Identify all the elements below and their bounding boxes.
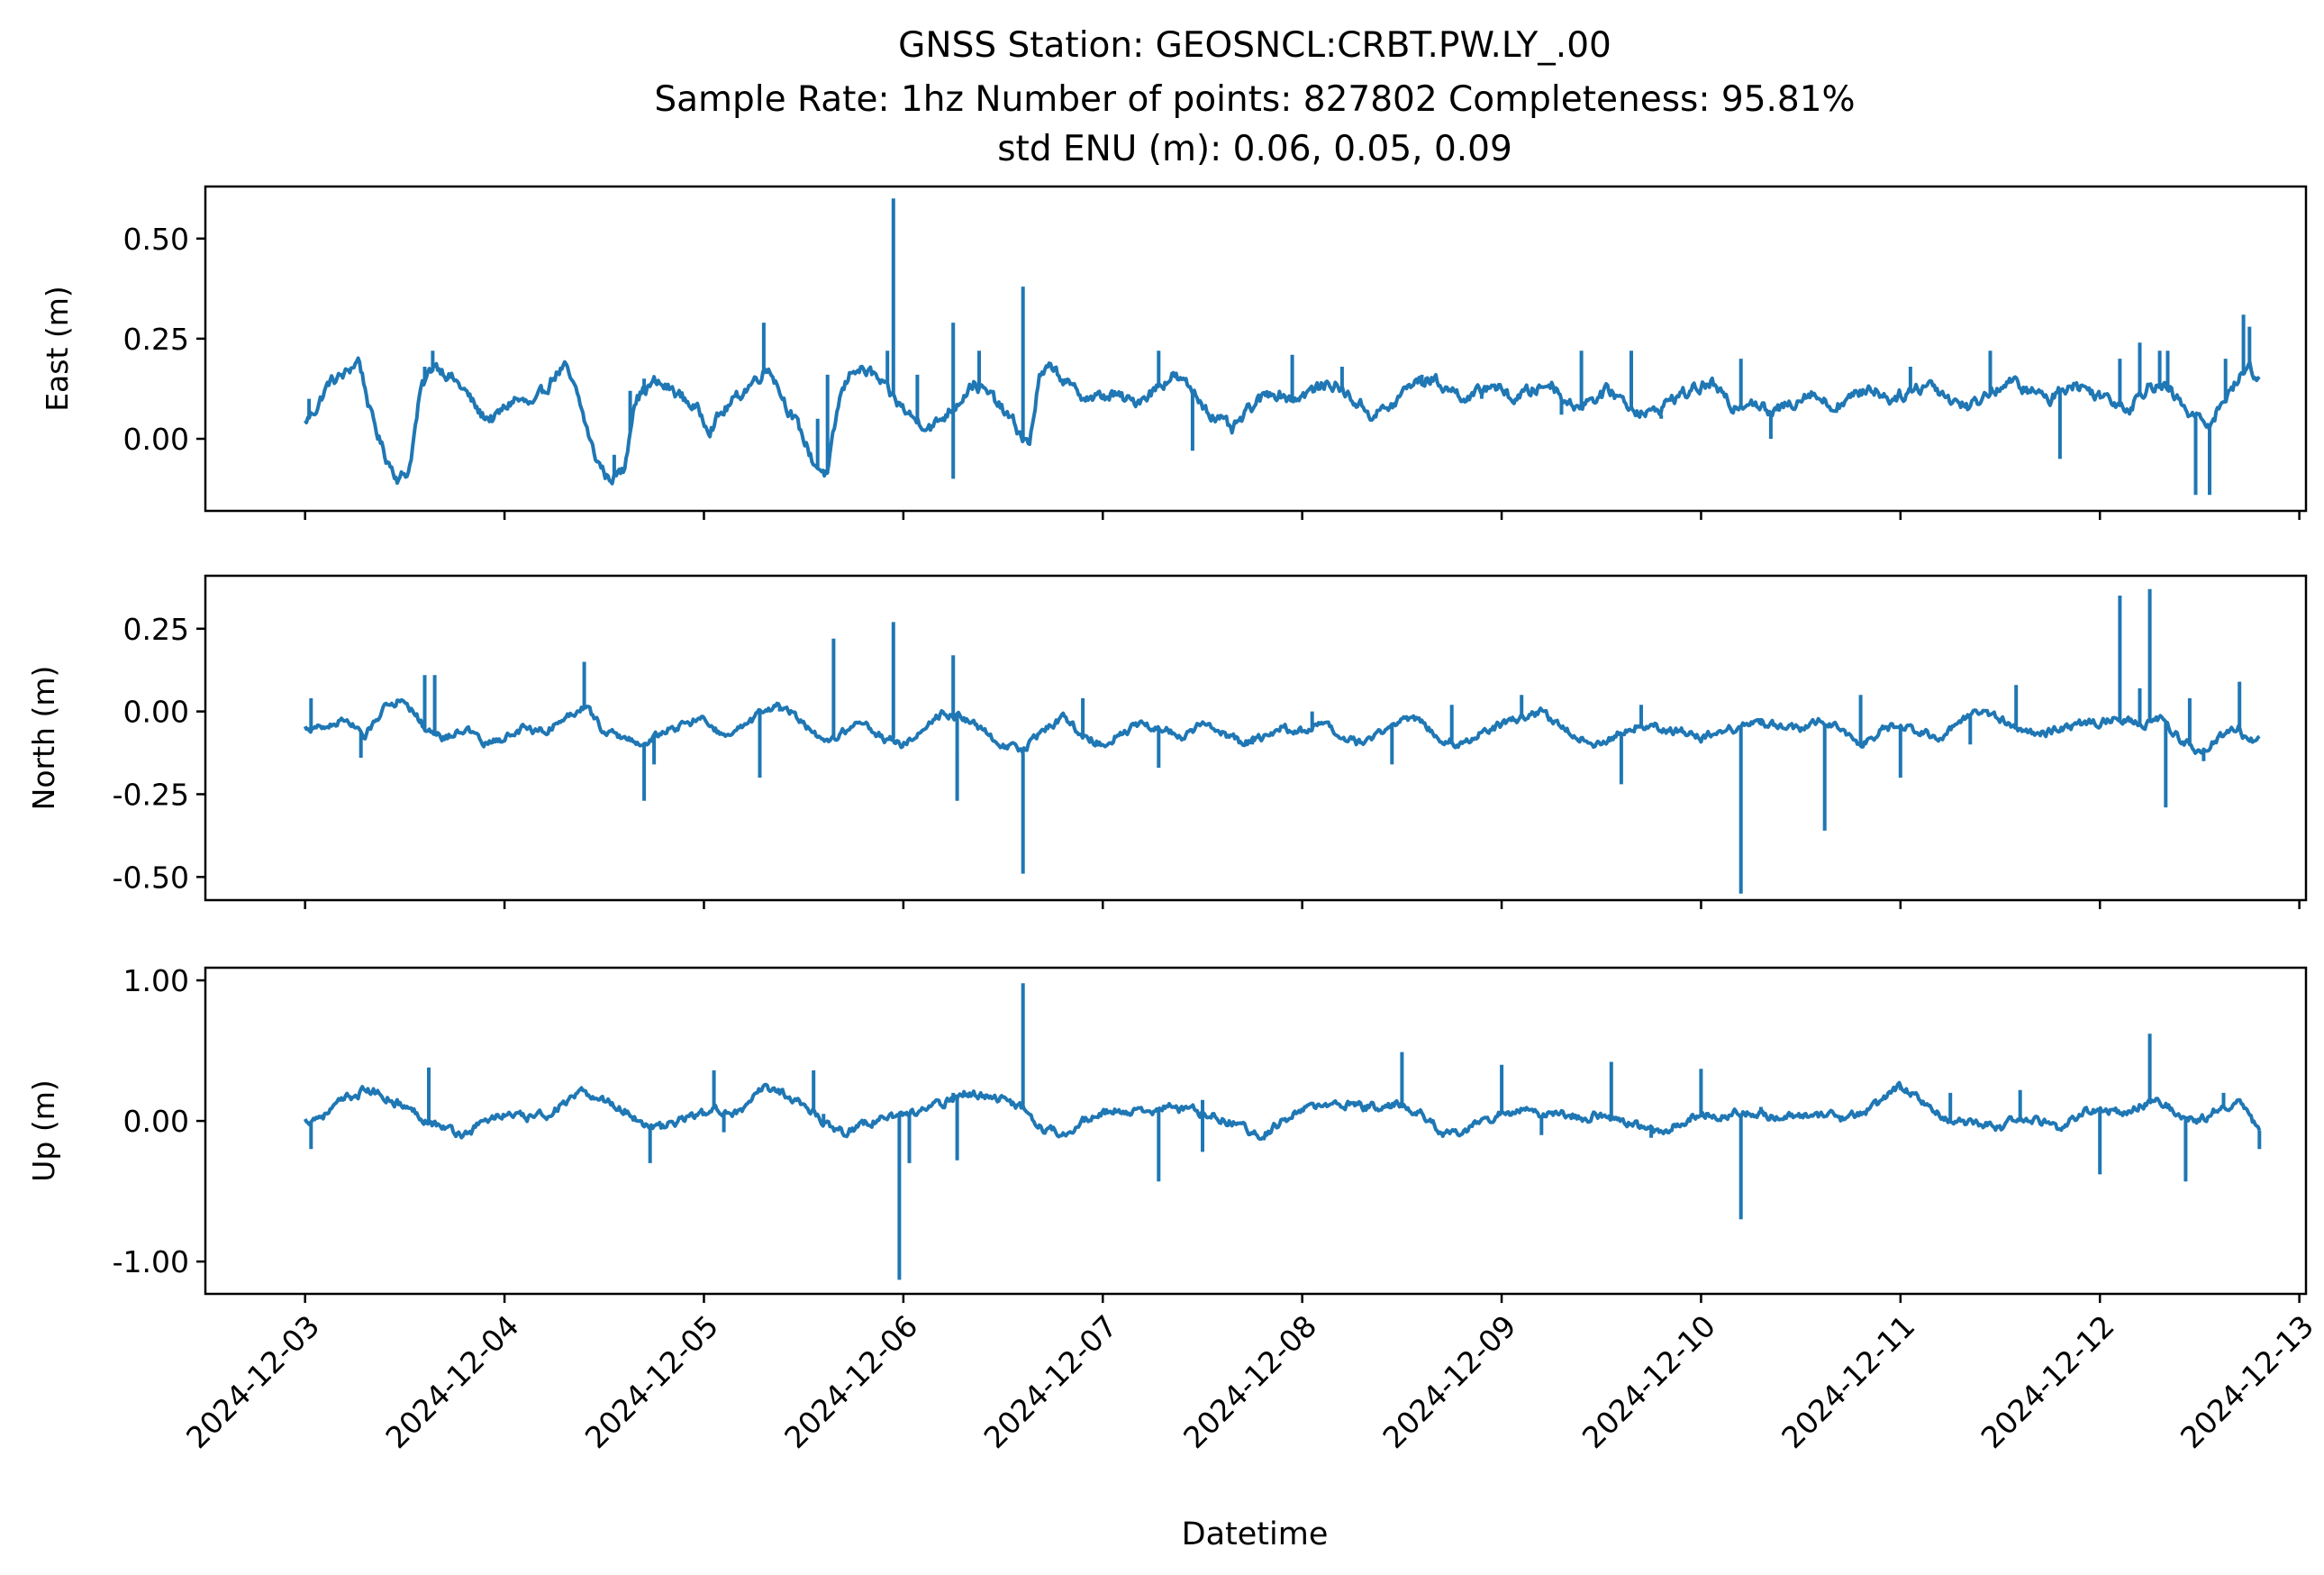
north-ytick-label: -0.50 — [113, 860, 189, 895]
east-ytick-label: 0.50 — [123, 222, 189, 257]
east-subplot: 0.00 0.25 0.50 East (m) — [40, 185, 2308, 520]
up-ylabel: Up (m) — [26, 1079, 61, 1182]
east-axes-frame — [204, 185, 2308, 513]
title-line-3: std ENU (m): 0.06, 0.05, 0.09 — [997, 129, 1512, 169]
east-series-line — [304, 198, 2261, 496]
east-series — [304, 198, 2261, 496]
north-ticks: -0.50 -0.25 0.00 0.25 — [113, 612, 2301, 909]
east-ylabel: East (m) — [40, 286, 75, 412]
up-ytick-label: -1.00 — [113, 1244, 189, 1279]
up-subplot: -1.00 0.00 1.00 Up (m) — [26, 963, 2308, 1303]
north-ytick-label: -0.25 — [113, 777, 189, 812]
north-series-line — [303, 588, 2261, 894]
east-ytick-label: 0.00 — [123, 422, 189, 457]
title-line-2: Sample Rate: 1hz Number of points: 82780… — [654, 79, 1855, 120]
x-axis-label: Datetime — [1182, 1516, 1329, 1552]
east-ticks: 0.00 0.25 0.50 — [123, 222, 2301, 520]
up-ytick-label: 0.00 — [123, 1104, 189, 1139]
north-ylabel: North (m) — [26, 666, 61, 811]
north-ytick-label: 0.00 — [123, 695, 189, 730]
figure-title: GNSS Station: GEOSNCL:CRBT.PW.LY_.00 Sam… — [654, 25, 1855, 169]
up-axes-frame — [204, 966, 2308, 1296]
north-axes-frame — [204, 574, 2308, 902]
up-series-line — [303, 983, 2262, 1280]
north-ytick-label: 0.25 — [123, 612, 189, 647]
north-subplot: -0.50 -0.25 0.00 0.25 North (m) — [26, 574, 2308, 909]
title-line-1: GNSS Station: GEOSNCL:CRBT.PW.LY_.00 — [898, 25, 1611, 66]
up-ticks: -1.00 0.00 1.00 — [113, 963, 2301, 1303]
up-ytick-label: 1.00 — [123, 963, 189, 998]
east-ytick-label: 0.25 — [123, 322, 189, 357]
up-series — [303, 983, 2262, 1280]
north-series — [303, 588, 2261, 894]
